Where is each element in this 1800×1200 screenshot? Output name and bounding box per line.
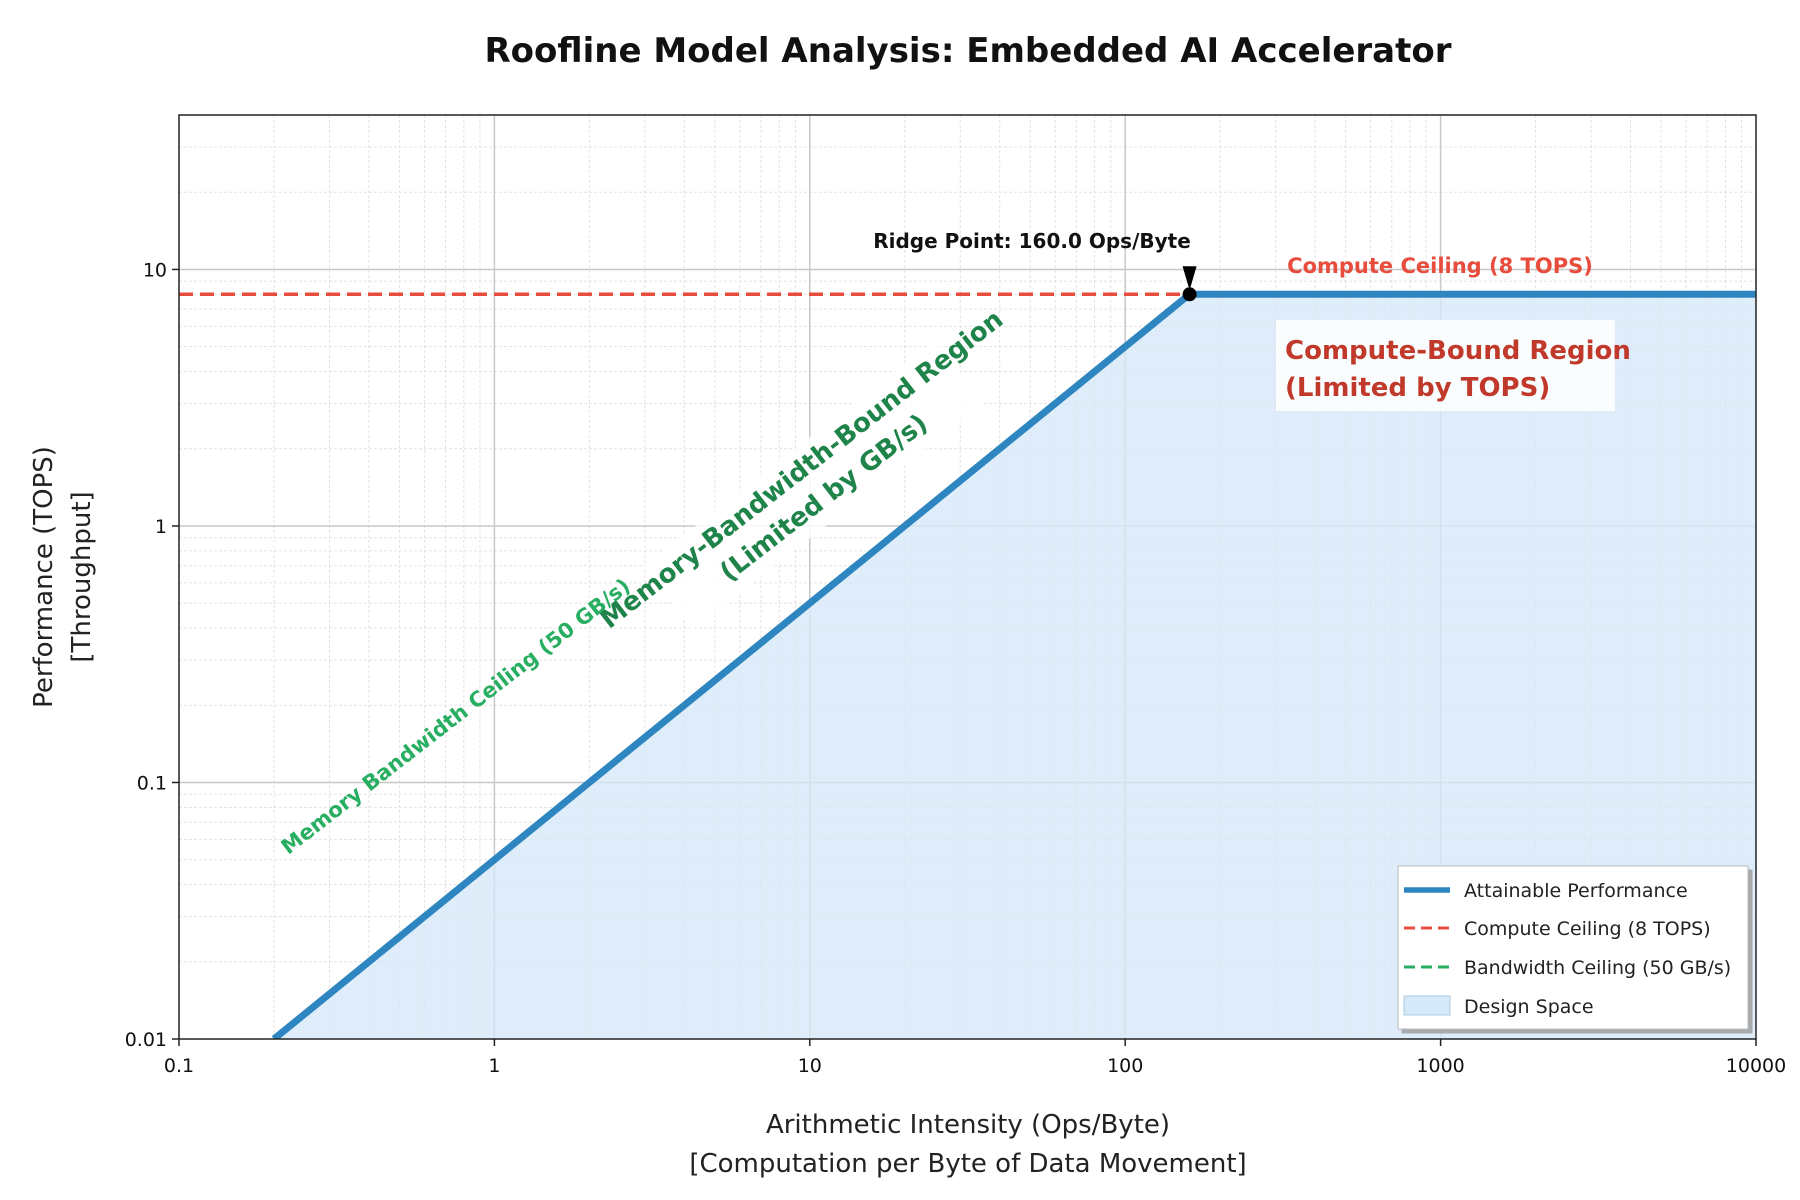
x-axis-label-2: [Computation per Byte of Data Movement] [689,1149,1246,1179]
compute-region-label-1: Compute-Bound Region [1285,336,1631,366]
x-tick-label: 100 [1107,1055,1143,1077]
plot-frame [178,114,1757,1040]
ridge-arrow [1182,266,1197,291]
compute-region-label-2: (Limited by TOPS) [1285,373,1550,403]
x-tick-label: 10000 [1726,1055,1786,1077]
x-tick-label: 10 [798,1055,822,1077]
ridge-point-dot [1182,287,1197,302]
x-tick-label: 0.1 [164,1055,194,1077]
x-axis-label-1: Arithmetic Intensity (Ops/Byte) [766,1110,1170,1140]
ridge-point-label: Ridge Point: 160.0 Ops/Byte [873,229,1191,253]
design-space-fill [273,294,1756,1039]
y-axis-label-2: [Throughput] [67,491,97,662]
legend: Attainable Performance Compute Ceiling (… [1397,865,1749,1030]
chart-title: Roofline Model Analysis: Embedded AI Acc… [484,31,1451,71]
y-tick-label: 0.1 [137,772,167,794]
ridge-point-marker [1182,266,1197,302]
x-tick-label: 1 [488,1055,500,1077]
legend-swatch-design-space [1403,995,1451,1016]
legend-label-design-space: Design Space [1464,996,1594,1018]
y-axis-ticks: 0.01 0.1 1 10 [125,259,179,1051]
x-axis-ticks: 0.1 1 10 100 1000 10000 [164,1039,1786,1077]
y-axis-label-1: Performance (TOPS) [29,446,59,708]
x-tick-label: 1000 [1416,1055,1464,1077]
legend-label-attainable: Attainable Performance [1464,880,1688,902]
y-tick-label: 10 [143,259,167,281]
legend-label-bandwidth: Bandwidth Ceiling (50 GB/s) [1464,957,1731,979]
y-tick-label: 0.01 [125,1029,167,1051]
compute-region-box: Compute-Bound Region (Limited by TOPS) [1276,320,1631,411]
legend-label-compute: Compute Ceiling (8 TOPS) [1464,918,1711,940]
compute-ceiling-label: Compute Ceiling (8 TOPS) [1287,254,1593,278]
y-tick-label: 1 [155,516,167,538]
